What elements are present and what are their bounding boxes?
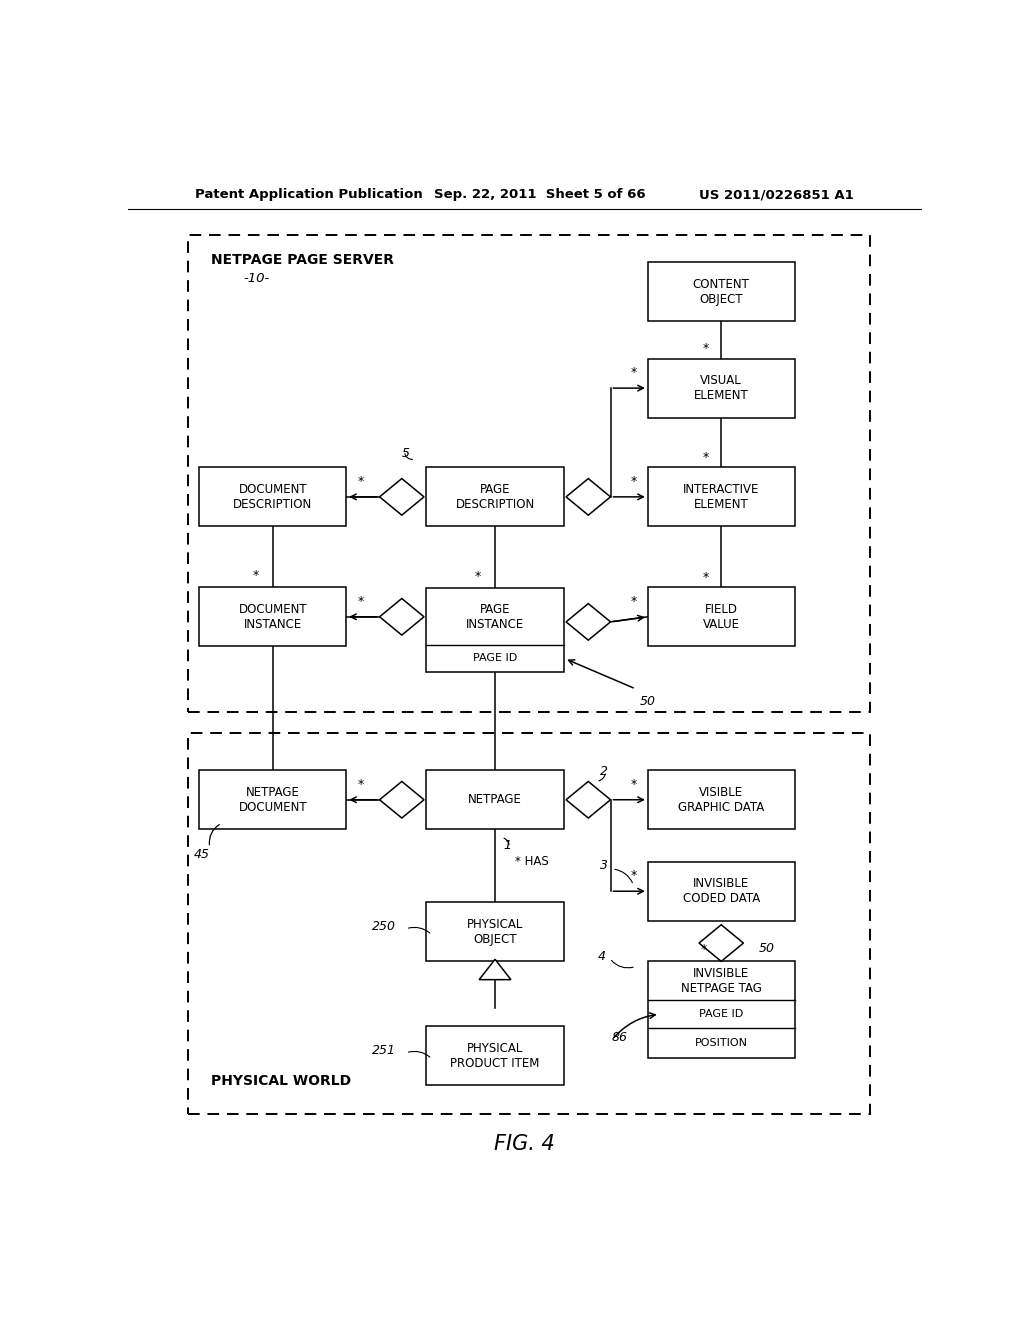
Text: 45: 45 xyxy=(194,849,210,861)
Text: VISUAL
ELEMENT: VISUAL ELEMENT xyxy=(694,374,749,403)
FancyBboxPatch shape xyxy=(200,467,346,527)
Text: *: * xyxy=(631,475,637,488)
Text: -10-: -10- xyxy=(243,272,269,285)
FancyBboxPatch shape xyxy=(187,235,870,713)
Text: 5: 5 xyxy=(401,446,410,459)
Text: INVISIBLE
CODED DATA: INVISIBLE CODED DATA xyxy=(683,878,760,906)
Text: *: * xyxy=(631,870,637,883)
Text: FIELD
VALUE: FIELD VALUE xyxy=(702,603,739,631)
Text: 4: 4 xyxy=(598,950,606,962)
Text: *: * xyxy=(357,777,364,791)
Text: *: * xyxy=(700,942,707,956)
Polygon shape xyxy=(566,603,610,640)
Text: NETPAGE
DOCUMENT: NETPAGE DOCUMENT xyxy=(239,785,307,813)
FancyBboxPatch shape xyxy=(426,467,564,527)
Text: * HAS: * HAS xyxy=(515,855,549,869)
Text: CONTENT
OBJECT: CONTENT OBJECT xyxy=(693,277,750,305)
Text: DOCUMENT
INSTANCE: DOCUMENT INSTANCE xyxy=(239,603,307,631)
Text: *: * xyxy=(702,342,709,355)
Text: PAGE
INSTANCE: PAGE INSTANCE xyxy=(466,603,524,631)
Text: 50: 50 xyxy=(759,941,775,954)
Text: PHYSICAL
OBJECT: PHYSICAL OBJECT xyxy=(467,917,523,946)
Text: PHYSICAL WORLD: PHYSICAL WORLD xyxy=(211,1074,351,1088)
Polygon shape xyxy=(380,598,424,635)
FancyBboxPatch shape xyxy=(648,771,795,829)
FancyBboxPatch shape xyxy=(648,359,795,417)
Text: PAGE ID: PAGE ID xyxy=(699,1010,743,1019)
Text: INTERACTIVE
ELEMENT: INTERACTIVE ELEMENT xyxy=(683,483,760,511)
Text: PHYSICAL
PRODUCT ITEM: PHYSICAL PRODUCT ITEM xyxy=(451,1041,540,1071)
Polygon shape xyxy=(380,479,424,515)
Text: DOCUMENT
DESCRIPTION: DOCUMENT DESCRIPTION xyxy=(233,483,312,511)
Text: VISIBLE
GRAPHIC DATA: VISIBLE GRAPHIC DATA xyxy=(678,785,764,813)
Text: *: * xyxy=(631,367,637,379)
FancyBboxPatch shape xyxy=(200,587,346,647)
Text: 1: 1 xyxy=(503,840,511,851)
Text: *: * xyxy=(631,777,637,791)
Text: US 2011/0226851 A1: US 2011/0226851 A1 xyxy=(699,189,854,202)
Text: NETPAGE: NETPAGE xyxy=(468,793,522,807)
Text: *: * xyxy=(252,569,258,582)
Text: 2: 2 xyxy=(600,764,608,777)
Text: POSITION: POSITION xyxy=(694,1038,748,1048)
FancyBboxPatch shape xyxy=(187,733,870,1114)
Text: *: * xyxy=(357,475,364,488)
Polygon shape xyxy=(566,781,610,818)
Text: *: * xyxy=(702,450,709,463)
Text: FIG. 4: FIG. 4 xyxy=(495,1134,555,1154)
Text: 251: 251 xyxy=(373,1044,396,1057)
Text: 250: 250 xyxy=(373,920,396,933)
FancyBboxPatch shape xyxy=(648,862,795,921)
FancyBboxPatch shape xyxy=(426,589,564,672)
Text: 3: 3 xyxy=(600,859,608,873)
Text: Patent Application Publication: Patent Application Publication xyxy=(196,189,423,202)
Text: *: * xyxy=(357,595,364,609)
Polygon shape xyxy=(380,781,424,818)
Text: NETPAGE PAGE SERVER: NETPAGE PAGE SERVER xyxy=(211,253,394,267)
FancyBboxPatch shape xyxy=(648,467,795,527)
Text: *: * xyxy=(702,570,709,583)
Text: INVISIBLE
NETPAGE TAG: INVISIBLE NETPAGE TAG xyxy=(681,966,762,995)
FancyBboxPatch shape xyxy=(200,771,346,829)
Text: 50: 50 xyxy=(640,694,655,708)
FancyBboxPatch shape xyxy=(426,903,564,961)
Text: *: * xyxy=(474,570,480,582)
Text: 86: 86 xyxy=(612,1031,628,1044)
Text: *: * xyxy=(631,595,637,609)
Text: Sep. 22, 2011  Sheet 5 of 66: Sep. 22, 2011 Sheet 5 of 66 xyxy=(433,189,645,202)
Polygon shape xyxy=(566,479,610,515)
Text: PAGE ID: PAGE ID xyxy=(473,653,517,664)
FancyBboxPatch shape xyxy=(426,1027,564,1085)
FancyBboxPatch shape xyxy=(426,771,564,829)
Text: PAGE
DESCRIPTION: PAGE DESCRIPTION xyxy=(456,483,535,511)
FancyBboxPatch shape xyxy=(648,587,795,647)
FancyBboxPatch shape xyxy=(648,263,795,321)
Polygon shape xyxy=(479,960,511,979)
Polygon shape xyxy=(699,925,743,961)
FancyBboxPatch shape xyxy=(648,961,795,1057)
